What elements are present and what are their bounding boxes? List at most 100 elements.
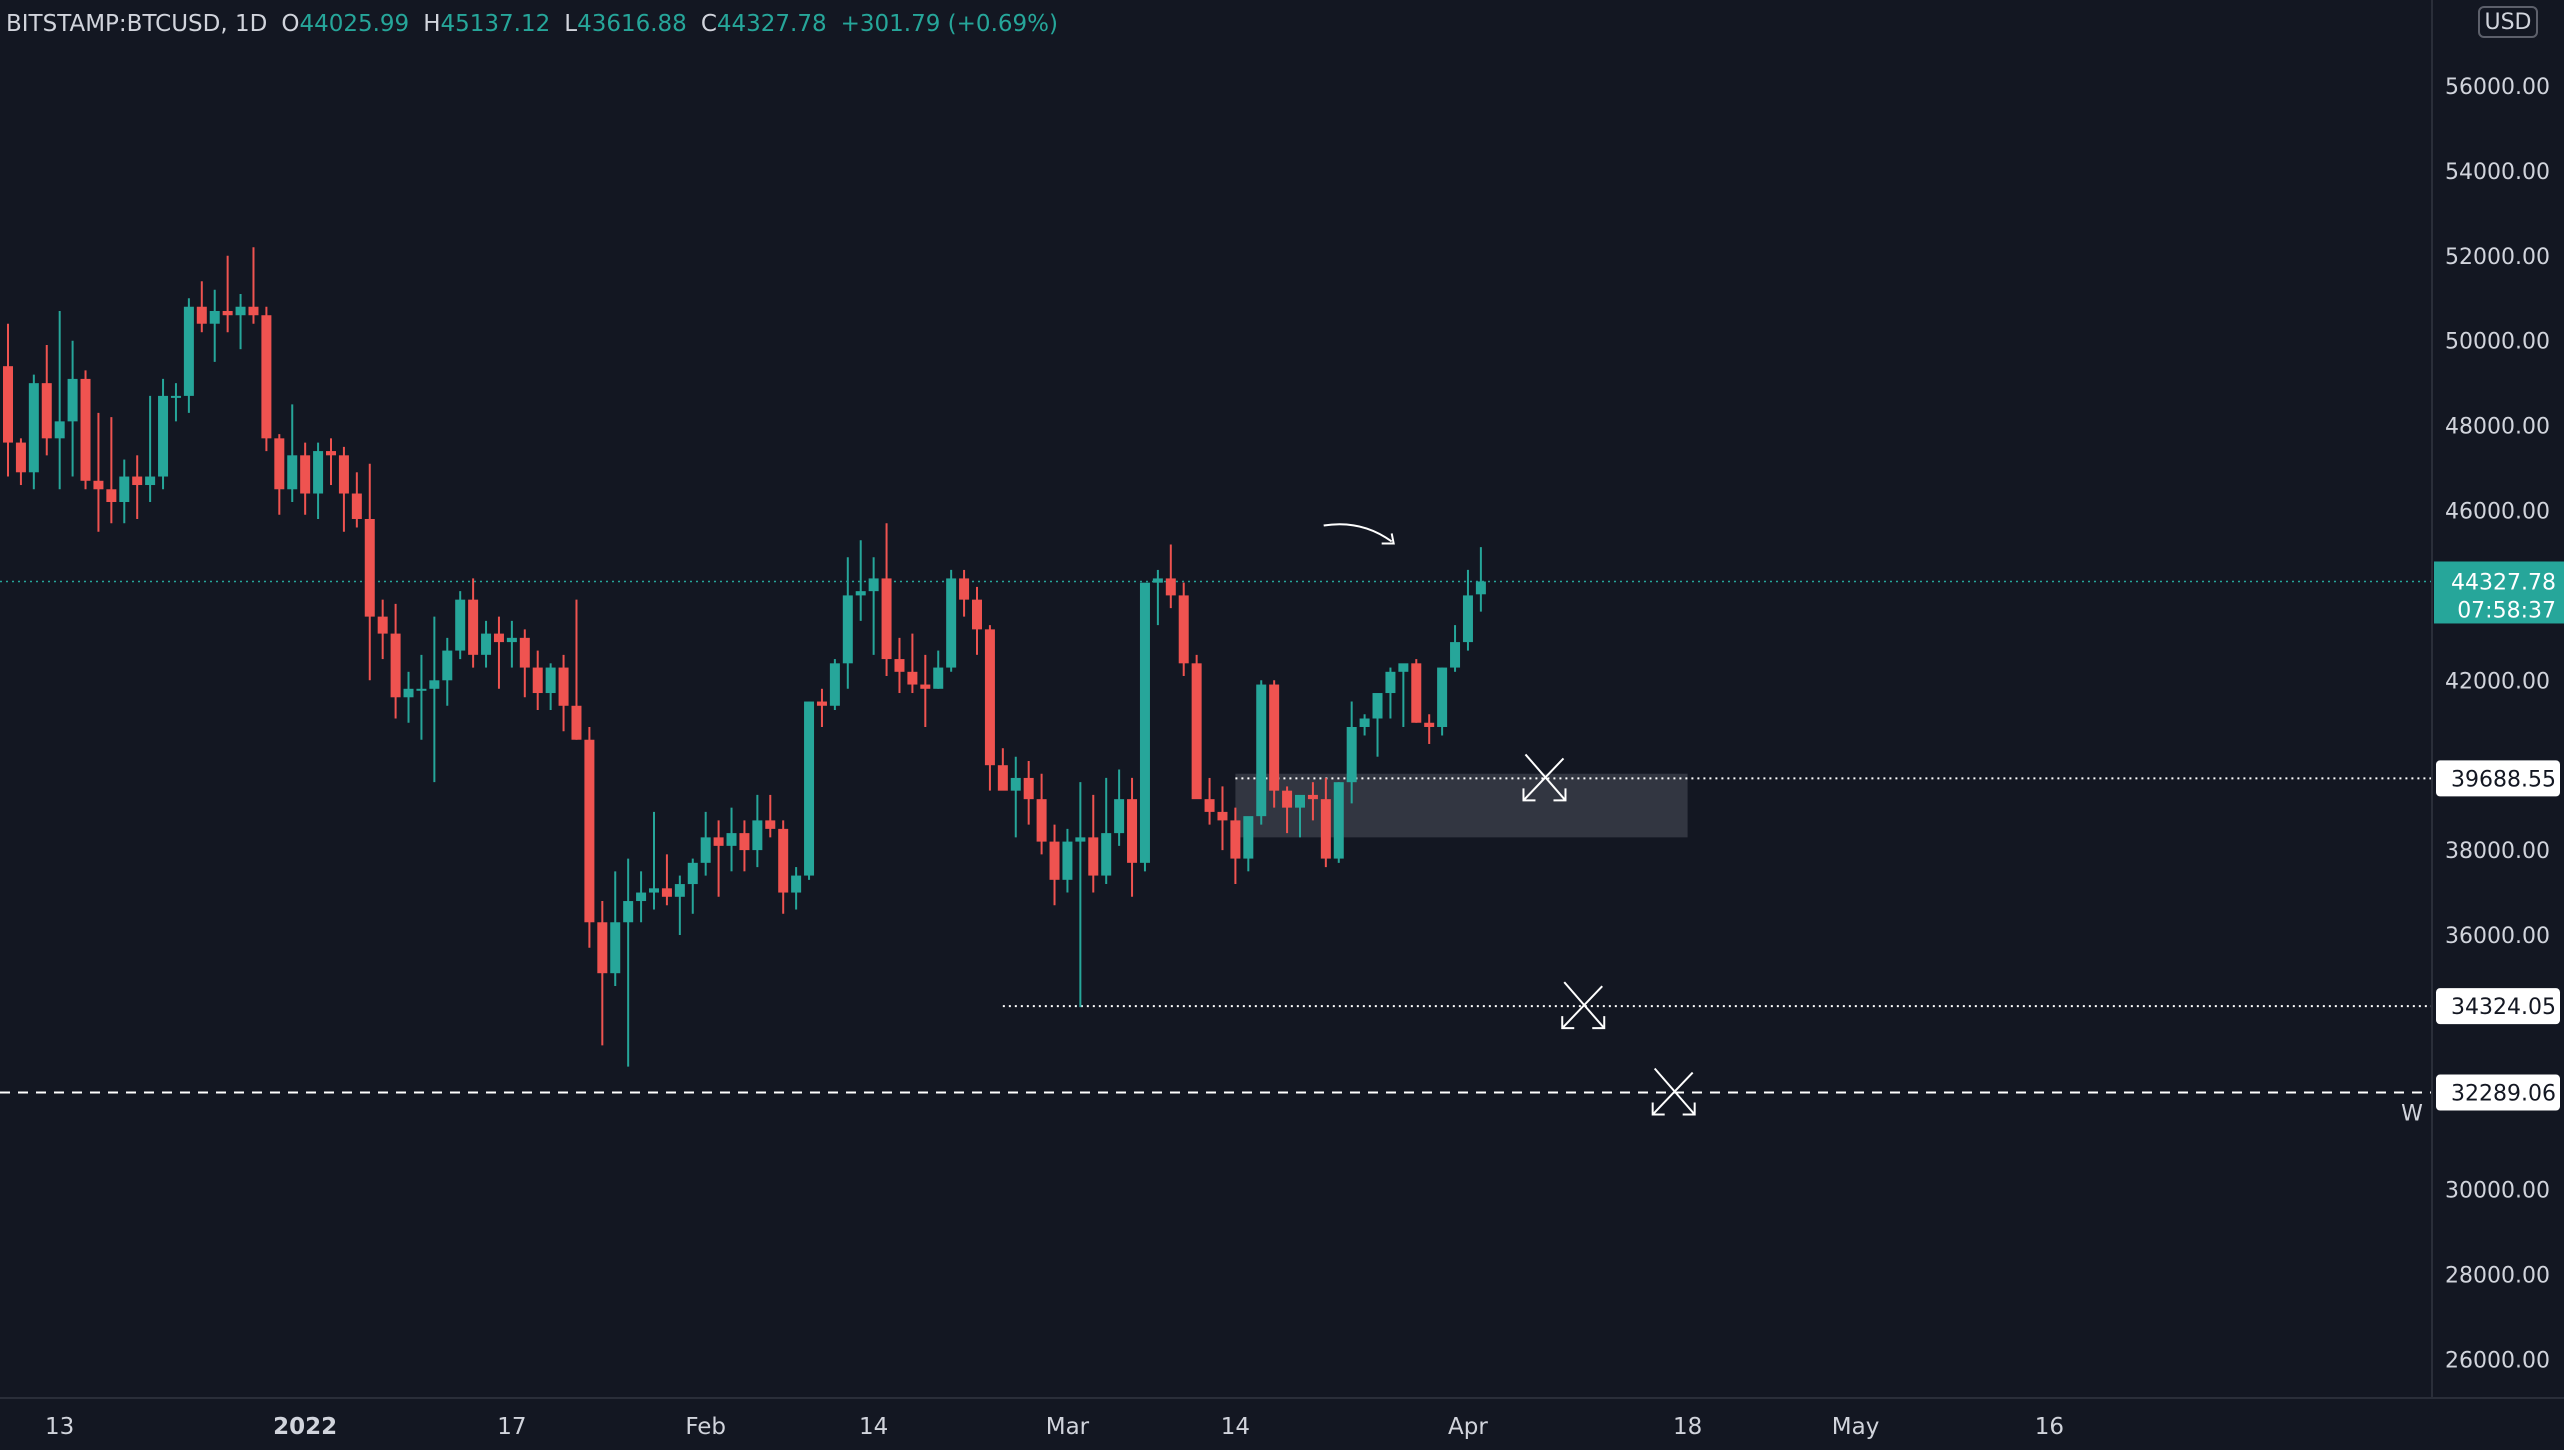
candle-body[interactable] <box>1295 794 1305 808</box>
candle-body[interactable] <box>946 578 957 668</box>
candle-body[interactable] <box>726 833 737 846</box>
candle-body[interactable] <box>287 455 298 490</box>
candle-body[interactable] <box>558 667 569 706</box>
candle-body[interactable] <box>752 820 763 851</box>
candle-body[interactable] <box>1165 578 1176 596</box>
candle-body[interactable] <box>54 421 65 439</box>
candle-body[interactable] <box>1372 693 1383 719</box>
candle-body[interactable] <box>1152 578 1163 583</box>
candle-body[interactable] <box>636 892 647 902</box>
cross-arrows-drawing[interactable] <box>1651 1067 1696 1116</box>
candle-body[interactable] <box>519 637 530 668</box>
candle-body[interactable] <box>623 901 634 923</box>
symbol-label[interactable]: BITSTAMP:BTCUSD, 1D <box>6 11 268 37</box>
candle-body[interactable] <box>67 378 78 422</box>
candle-body[interactable] <box>1088 837 1099 876</box>
candle-body[interactable] <box>1398 663 1409 672</box>
candle-body[interactable] <box>455 599 466 651</box>
candle-body[interactable] <box>377 616 388 634</box>
currency-button[interactable]: USD <box>2478 6 2538 38</box>
candle-body[interactable] <box>959 578 970 600</box>
price-axis-panel[interactable] <box>2432 0 2564 1446</box>
candle-body[interactable] <box>364 518 375 617</box>
candle-body[interactable] <box>119 476 130 503</box>
candle-body[interactable] <box>326 451 336 456</box>
candle-body[interactable] <box>1385 671 1396 694</box>
candle-body[interactable] <box>403 688 414 698</box>
cross-arrows-drawing[interactable] <box>1522 753 1567 802</box>
candle-body[interactable] <box>997 765 1008 791</box>
candle-body[interactable] <box>610 922 621 974</box>
candle-body[interactable] <box>1333 782 1344 859</box>
candle-body[interactable] <box>584 739 595 923</box>
candle-body[interactable] <box>920 684 931 689</box>
candle-body[interactable] <box>933 667 944 689</box>
candle-body[interactable] <box>1450 642 1461 668</box>
candle-body[interactable] <box>778 828 789 893</box>
demand-zone-rectangle[interactable] <box>1235 773 1688 838</box>
candle-body[interactable] <box>532 667 543 694</box>
candle-body[interactable] <box>972 599 982 630</box>
candle-body[interactable] <box>1256 684 1267 817</box>
candle-body[interactable] <box>209 310 220 324</box>
candle-body[interactable] <box>235 306 246 316</box>
candle-body[interactable] <box>687 862 698 885</box>
candle-body[interactable] <box>1437 667 1448 727</box>
candle-body[interactable] <box>739 833 750 851</box>
candle-body[interactable] <box>248 306 259 316</box>
candle-body[interactable] <box>506 637 517 643</box>
candle-body[interactable] <box>571 705 582 740</box>
candle-body[interactable] <box>338 455 349 494</box>
candle-body[interactable] <box>649 888 659 893</box>
candle-body[interactable] <box>416 688 427 691</box>
candle-body[interactable] <box>1204 799 1215 812</box>
candle-body[interactable] <box>545 667 556 694</box>
candle-body[interactable] <box>390 633 401 698</box>
candle-body[interactable] <box>855 591 866 596</box>
candle-body[interactable] <box>700 837 711 863</box>
candle-body[interactable] <box>1114 799 1125 834</box>
candle-body[interactable] <box>80 378 91 481</box>
candle-body[interactable] <box>1243 816 1254 859</box>
candle-body[interactable] <box>894 659 905 672</box>
candle-body[interactable] <box>106 489 117 503</box>
candle-body[interactable] <box>1075 837 1086 842</box>
candle-body[interactable] <box>170 395 181 398</box>
candle-body[interactable] <box>300 455 311 494</box>
candle-body[interactable] <box>1475 581 1486 595</box>
candle-body[interactable] <box>493 633 504 643</box>
candle-body[interactable] <box>1230 820 1241 859</box>
candle-body[interactable] <box>28 383 39 473</box>
curved-arrow-drawing[interactable] <box>1323 523 1393 543</box>
cross-arrows-drawing[interactable] <box>1561 981 1606 1030</box>
candle-body[interactable] <box>1359 718 1370 727</box>
candle-body[interactable] <box>1424 722 1435 727</box>
candle-body[interactable] <box>1320 799 1331 859</box>
candle-body[interactable] <box>1127 799 1138 863</box>
candle-body[interactable] <box>816 701 827 706</box>
candle-body[interactable] <box>1346 726 1357 783</box>
candle-body[interactable] <box>842 595 853 664</box>
candle-body[interactable] <box>597 922 608 974</box>
candle-body[interactable] <box>183 306 194 396</box>
candle-body[interactable] <box>261 315 272 439</box>
candle-body[interactable] <box>881 578 892 660</box>
candle-body[interactable] <box>674 884 685 897</box>
candle-body[interactable] <box>41 383 52 439</box>
candle-body[interactable] <box>158 395 169 477</box>
candle-body[interactable] <box>1139 582 1150 863</box>
candle-body[interactable] <box>1411 663 1422 723</box>
candle-body[interactable] <box>3 366 13 443</box>
candle-body[interactable] <box>661 888 672 897</box>
candle-body[interactable] <box>222 310 233 316</box>
candle-body[interactable] <box>804 701 815 876</box>
candle-body[interactable] <box>1010 777 1021 791</box>
candle-body[interactable] <box>1269 684 1280 791</box>
candle-body[interactable] <box>1307 794 1318 800</box>
candle-body[interactable] <box>984 629 995 766</box>
candle-body[interactable] <box>132 476 143 486</box>
candle-body[interactable] <box>1023 777 1034 800</box>
candle-body[interactable] <box>15 442 26 473</box>
